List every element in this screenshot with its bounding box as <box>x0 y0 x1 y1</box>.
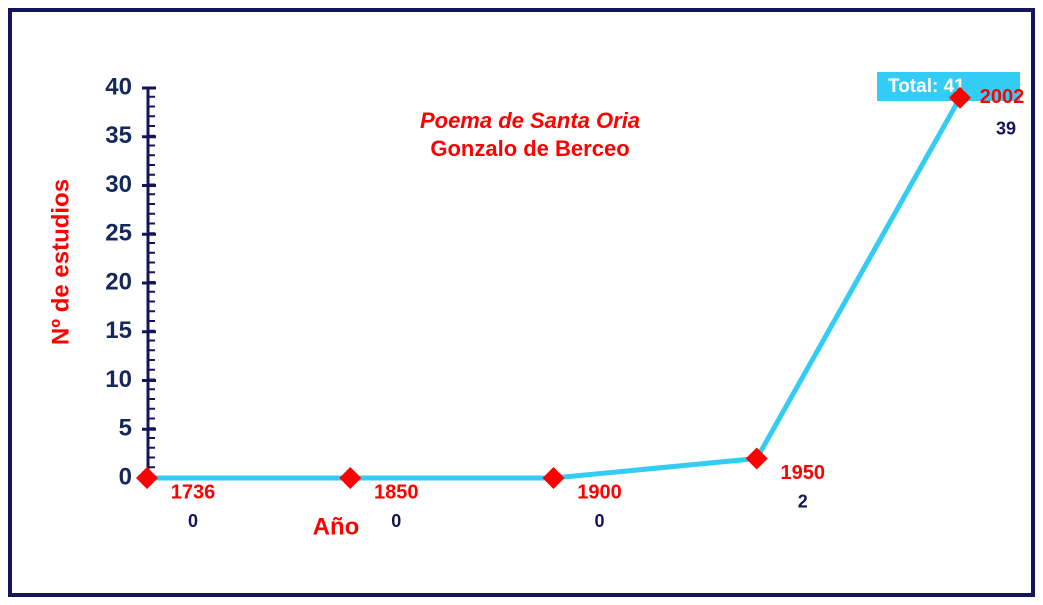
value-label: 2 <box>798 491 808 511</box>
y-tick-label: 20 <box>105 268 132 295</box>
x-axis-label: Año <box>313 513 360 540</box>
total-box <box>877 72 1020 101</box>
x-tick-label: 1950 <box>781 462 826 484</box>
value-label: 39 <box>996 119 1016 139</box>
y-tick-label: 0 <box>119 463 132 490</box>
y-tick-label: 10 <box>105 366 132 393</box>
chart-title: Poema de Santa Oria <box>420 108 640 133</box>
y-tick-label: 25 <box>105 220 132 247</box>
x-tick-label: 1850 <box>374 481 419 503</box>
marker <box>339 467 362 489</box>
y-tick-label: 15 <box>105 317 132 344</box>
y-axis-label: Nº de estudios <box>47 179 74 345</box>
total-label: Total: 41 <box>888 76 965 97</box>
value-label: 0 <box>391 511 401 531</box>
y-tick-label: 40 <box>105 73 132 100</box>
x-tick-label: 1900 <box>577 481 622 503</box>
value-label: 0 <box>188 511 198 531</box>
marker <box>136 467 158 489</box>
value-label: 0 <box>594 511 604 531</box>
y-tick-label: 5 <box>119 415 132 442</box>
frame <box>8 8 1035 597</box>
y-tick-label: 35 <box>105 122 132 149</box>
chart-subtitle: Gonzalo de Berceo <box>430 136 629 161</box>
y-tick-label: 30 <box>105 171 132 198</box>
marker <box>745 447 768 470</box>
marker <box>949 86 971 109</box>
marker <box>542 467 565 489</box>
x-tick-label: 1736 <box>171 481 216 503</box>
x-tick-label: 2002 <box>980 86 1025 108</box>
